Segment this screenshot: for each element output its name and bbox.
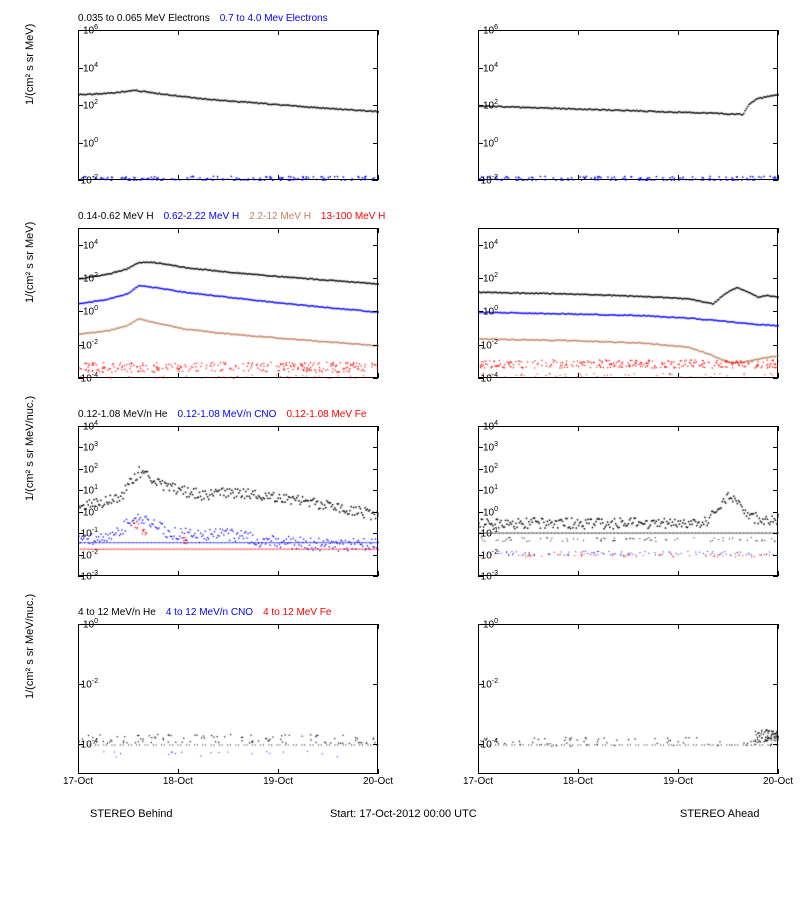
legend-row2: 0.12-1.08 MeV/n He 0.12-1.08 MeV/n CNO 0.1… [78, 409, 376, 420]
data-canvas [79, 625, 379, 775]
plot-area [78, 624, 378, 774]
panel-r0-c0: 1/(cm² s sr MeV) 0.035 to 0.065 MeV Elect… [20, 10, 400, 203]
xtick-label: 18-Oct [548, 776, 608, 787]
ylabel-row0: 1/(cm² s sr MeV) [24, 24, 36, 105]
legend-item: 2.2-12 MeV H [249, 211, 311, 222]
chart-row-3: 1/(cm² s sr MeV/nuc.)4 to 12 MeV/n He4 t… [0, 604, 800, 797]
data-canvas [479, 427, 779, 577]
panel-r3-c0: 1/(cm² s sr MeV/nuc.)4 to 12 MeV/n He4 t… [20, 604, 400, 797]
xtick-label: 19-Oct [648, 776, 708, 787]
label-start-time: Start: 17-Oct-2012 00:00 UTC [330, 808, 477, 820]
chart-row-1: 1/(cm² s sr MeV) 0.14-0.62 MeV H 0.62-2.22… [0, 208, 800, 401]
xtick-label: 18-Oct [148, 776, 208, 787]
ylabel-row3: 1/(cm² s sr MeV/nuc.) [24, 594, 36, 699]
legend-row1: 0.14-0.62 MeV H 0.62-2.22 MeV H 2.2-12 MeV… [78, 211, 395, 222]
xtick-label: 17-Oct [448, 776, 508, 787]
data-canvas [479, 31, 779, 181]
plot-area [78, 426, 378, 576]
xtick-label: 20-Oct [348, 776, 408, 787]
plot-area [78, 30, 378, 180]
panel-r0-c1: 10-2100102104106 [420, 10, 800, 203]
legend-row0: 0.035 to 0.065 MeV Electrons 0.7 to 4.0 M… [78, 13, 338, 24]
panel-r1-c1: 10-410-2100102104 [420, 208, 800, 401]
legend-item: 0.14-0.62 MeV H [78, 211, 154, 222]
xtick-label: 19-Oct [248, 776, 308, 787]
panel-r2-c1: 10-310-210-1100101102103104 [420, 406, 800, 599]
label-stereo-behind: STEREO Behind [90, 808, 173, 820]
chart-row-2: 1/(cm² s sr MeV/nuc.)0.12-1.08 MeV/n He0… [0, 406, 800, 599]
xtick-label: 20-Oct [748, 776, 800, 787]
data-canvas [79, 427, 379, 577]
legend-item: 0.62-2.22 MeV H [164, 211, 240, 222]
legend-row3: 4 to 12 MeV/n He 4 to 12 MeV/n CNO 4 to 12… [78, 607, 341, 618]
ylabel-row2: 1/(cm² s sr MeV/nuc.) [24, 396, 36, 501]
plot-area [478, 228, 778, 378]
plot-area [478, 30, 778, 180]
ylabel-row1: 1/(cm² s sr MeV) [24, 222, 36, 303]
legend-item: 4 to 12 MeV/n CNO [166, 607, 253, 618]
legend-item: 13-100 MeV H [321, 211, 385, 222]
plot-area [78, 228, 378, 378]
legend-item: 4 to 12 MeV/n He [78, 607, 156, 618]
plot-area [478, 426, 778, 576]
panel-r3-c1: 10-410-210017-Oct18-Oct19-Oct20-Oct [420, 604, 800, 797]
legend-item: 0.035 to 0.065 MeV Electrons [78, 13, 210, 24]
label-stereo-ahead: STEREO Ahead [680, 808, 760, 820]
legend-item: 0.12-1.08 MeV Fe [286, 409, 366, 420]
data-canvas [479, 625, 779, 775]
legend-item: 0.12-1.08 MeV/n CNO [178, 409, 277, 420]
chart-row-0: 1/(cm² s sr MeV) 0.035 to 0.065 MeV Elect… [0, 10, 800, 203]
data-canvas [79, 229, 379, 379]
legend-item: 4 to 12 MeV Fe [263, 607, 331, 618]
panel-r1-c0: 1/(cm² s sr MeV) 0.14-0.62 MeV H 0.62-2.22… [20, 208, 400, 401]
data-canvas [479, 229, 779, 379]
legend-item: 0.7 to 4.0 Mev Electrons [220, 13, 328, 24]
plot-area [478, 624, 778, 774]
data-canvas [79, 31, 379, 181]
panel-r2-c0: 1/(cm² s sr MeV/nuc.)0.12-1.08 MeV/n He0… [20, 406, 400, 599]
legend-item: 0.12-1.08 MeV/n He [78, 409, 168, 420]
xtick-label: 17-Oct [48, 776, 108, 787]
chart-grid: 1/(cm² s sr MeV) 0.035 to 0.065 MeV Elect… [0, 10, 800, 802]
